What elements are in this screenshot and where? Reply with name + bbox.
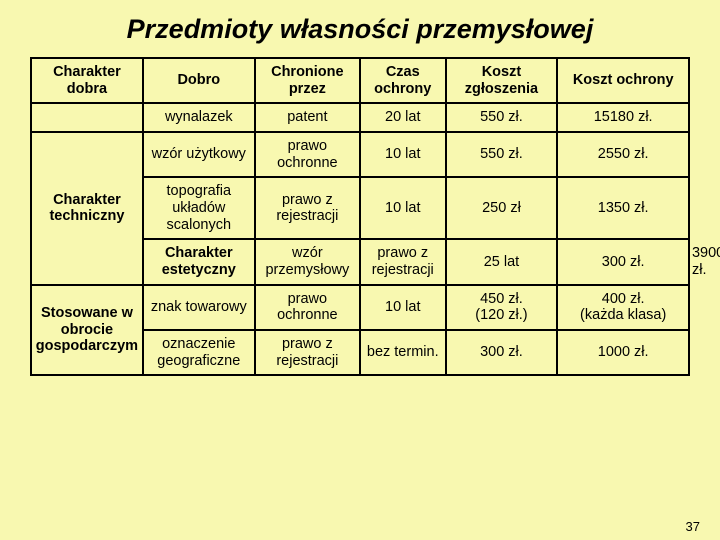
cell-chronione: prawo ochronne (255, 285, 360, 330)
group-label: Charakter techniczny (31, 132, 143, 285)
cell-ochrona: 15180 zł. (557, 103, 689, 132)
empty-cell (31, 103, 143, 132)
table-header-row: Charakter dobra Dobro Chronione przez Cz… (31, 58, 689, 103)
col-zgloszenie: Koszt zgłoszenia (446, 58, 558, 103)
table-row: wynalazekpatent20 lat550 zł.15180 zł. (31, 103, 689, 132)
table-body: wynalazekpatent20 lat550 zł.15180 zł.Cha… (31, 103, 689, 375)
cell-czas: 10 lat (360, 132, 446, 177)
cell-chronione: prawo z rejestracji (255, 330, 360, 375)
cell-dobro: wynalazek (143, 103, 255, 132)
group-label: Charakter estetyczny (143, 239, 255, 284)
page-number: 37 (686, 519, 700, 534)
cell-ochrona: 400 zł.(każda klasa) (557, 285, 689, 330)
page-title: Przedmioty własności przemysłowej (30, 14, 690, 45)
cell-chronione: prawo z rejestracji (255, 177, 360, 239)
col-czas: Czas ochrony (360, 58, 446, 103)
cell-zgloszenie: 450 zł.(120 zł.) (446, 285, 558, 330)
cell-czas: 10 lat (360, 285, 446, 330)
col-ochrona: Koszt ochrony (557, 58, 689, 103)
cell-dobro: wzór przemysłowy (255, 239, 360, 284)
cell-dobro: wzór użytkowy (143, 132, 255, 177)
cell-czas: 10 lat (360, 177, 446, 239)
table-row: Stosowane w obrocie gospodarczymznak tow… (31, 285, 689, 330)
cell-chronione: prawo z rejestracji (360, 239, 446, 284)
cell-ochrona: 2550 zł. (557, 132, 689, 177)
cell-zgloszenie: 300 zł. (557, 239, 689, 284)
cell-chronione: prawo ochronne (255, 132, 360, 177)
cell-dobro: topografia układów scalonych (143, 177, 255, 239)
cell-ochrona: 1000 zł. (557, 330, 689, 375)
ip-table: Charakter dobra Dobro Chronione przez Cz… (30, 57, 690, 376)
cell-zgloszenie: 250 zł (446, 177, 558, 239)
cell-czas: 20 lat (360, 103, 446, 132)
group-label: Stosowane w obrocie gospodarczym (31, 285, 143, 376)
cell-czas: bez termin. (360, 330, 446, 375)
cell-chronione: patent (255, 103, 360, 132)
cell-zgloszenie: 550 zł. (446, 103, 558, 132)
cell-dobro: znak towarowy (143, 285, 255, 330)
cell-zgloszenie: 550 zł. (446, 132, 558, 177)
col-chronione: Chronione przez (255, 58, 360, 103)
cell-ochrona: 1350 zł. (557, 177, 689, 239)
col-charakter: Charakter dobra (31, 58, 143, 103)
cell-dobro: oznaczenie geograficzne (143, 330, 255, 375)
cell-zgloszenie: 300 zł. (446, 330, 558, 375)
table-row: Charakter technicznywzór użytkowyprawo o… (31, 132, 689, 177)
cell-czas: 25 lat (446, 239, 558, 284)
col-dobro: Dobro (143, 58, 255, 103)
